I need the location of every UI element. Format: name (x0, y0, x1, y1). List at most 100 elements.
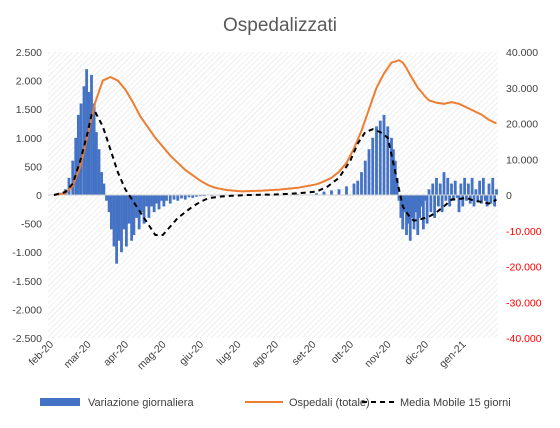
total-hospitalized-line (53, 59, 497, 196)
daily-change-bar (100, 172, 104, 195)
y-right-tick-label: 30.000 (506, 83, 538, 95)
daily-change-bar (412, 195, 416, 230)
x-tick-label: giu-20 (177, 339, 206, 368)
daily-change-bar (322, 191, 326, 195)
daily-change-bar (474, 189, 478, 195)
daily-change-bar (162, 195, 166, 207)
moving-average-line (53, 110, 497, 236)
daily-change-bar (109, 195, 113, 230)
x-tick-label: nov-20 (362, 339, 393, 370)
daily-change-bar (397, 195, 401, 201)
y-left-tick-label: 1.500 (16, 104, 42, 116)
daily-change-bar (157, 195, 161, 210)
y-left-tick-label: -2.500 (12, 333, 42, 345)
daily-change-bar (94, 132, 98, 195)
daily-change-bar (491, 177, 495, 195)
daily-change-bar (105, 195, 108, 201)
x-tick-label: ago-20 (250, 339, 282, 371)
y-right-tick-label: -10.000 (506, 226, 542, 238)
x-tick-label: dic-20 (402, 339, 431, 368)
y-left-tick-label: -2.000 (12, 304, 42, 316)
daily-change-bar (195, 195, 198, 197)
daily-change-bar (356, 180, 360, 195)
daily-change-bar (436, 195, 440, 207)
daily-change-bar (330, 190, 333, 195)
daily-change-bar (198, 195, 202, 197)
y-left-tick-label: 2.000 (16, 76, 42, 88)
daily-change-bar (455, 195, 459, 198)
daily-change-bar (459, 183, 463, 195)
daily-change-bar (152, 195, 156, 213)
y-left-tick-label: 1.000 (16, 133, 42, 145)
x-axis: feb-20 mar-20 apr-20 mag-20 giu-20 lug-20 ago-… (27, 339, 469, 373)
daily-change-bar (352, 183, 356, 195)
daily-change-bar (414, 195, 418, 213)
daily-change-bar (420, 195, 423, 207)
daily-change-bar (433, 195, 437, 218)
y-left-tick-label: -1.000 (12, 247, 42, 259)
daily-change-bar (337, 189, 341, 195)
x-tick-label: ott-20 (329, 339, 357, 367)
daily-change-bar (87, 92, 91, 195)
daily-change-bar (154, 195, 158, 204)
daily-change-bar (421, 195, 425, 230)
daily-change-bar (150, 195, 153, 207)
daily-change-bar (139, 195, 143, 213)
daily-change-bar (386, 126, 390, 195)
daily-change-bar (97, 149, 101, 195)
daily-change-bar (107, 195, 111, 213)
x-tick-label: lug-20 (214, 339, 243, 368)
x-tick-label: gen-21 (437, 339, 469, 371)
daily-change-bar (130, 195, 134, 241)
daily-change-bar (145, 195, 149, 207)
daily-change-bar (435, 177, 438, 195)
daily-change-bar (451, 195, 455, 201)
daily-change-bar (202, 195, 206, 197)
y-right-tick-label: 20.000 (506, 119, 538, 131)
daily-change-bar (90, 74, 93, 195)
legend-label-moving-average: Media Mobile 15 giorni (400, 397, 511, 409)
daily-change-bar (74, 137, 78, 195)
daily-change-bar (470, 177, 474, 195)
y-left-tick-label: -1.500 (12, 276, 42, 288)
daily-change-bar (465, 195, 468, 201)
daily-change-bar (371, 137, 375, 195)
legend-swatch-daily-change (40, 398, 80, 406)
daily-change-bar (453, 180, 457, 195)
daily-change-bar (495, 189, 498, 195)
daily-change-bar (446, 177, 450, 195)
daily-change-bar (399, 195, 403, 218)
daily-change-bar (461, 195, 465, 207)
daily-change-bar (423, 195, 427, 201)
daily-change-bar (132, 195, 136, 236)
daily-change-bar (85, 69, 89, 195)
daily-change-bar (405, 195, 408, 236)
daily-change-bar (345, 186, 348, 195)
daily-change-bar (457, 195, 461, 213)
y-right-tick-label: 0 (506, 190, 512, 202)
daily-change-bar (375, 126, 378, 195)
daily-change-bar (425, 195, 429, 224)
daily-change-bar (429, 195, 433, 213)
daily-change-bar (120, 195, 123, 253)
daily-change-bar (401, 195, 405, 230)
daily-change-bar (79, 103, 83, 195)
daily-change-bar (481, 177, 485, 195)
daily-change-bar (403, 195, 407, 213)
x-tick-label: mag-20 (135, 339, 169, 373)
daily-change-bar (408, 195, 412, 241)
daily-change-bar (92, 103, 96, 195)
daily-change-bar (478, 180, 482, 195)
daily-change-bar (76, 114, 80, 195)
daily-change-bar (448, 195, 452, 207)
daily-change-bar (168, 195, 172, 204)
y-right-axis: -40.000 -30.000 -20.000 -10.000 0 10.000 20.00… (506, 47, 542, 345)
daily-change-bar (187, 195, 191, 198)
daily-change-bar (427, 189, 431, 195)
daily-change-bar (176, 195, 180, 201)
daily-change-bar (124, 195, 128, 247)
daily-change-bar (406, 195, 410, 224)
daily-change-bar (431, 183, 435, 195)
daily-change-bar (472, 195, 476, 207)
